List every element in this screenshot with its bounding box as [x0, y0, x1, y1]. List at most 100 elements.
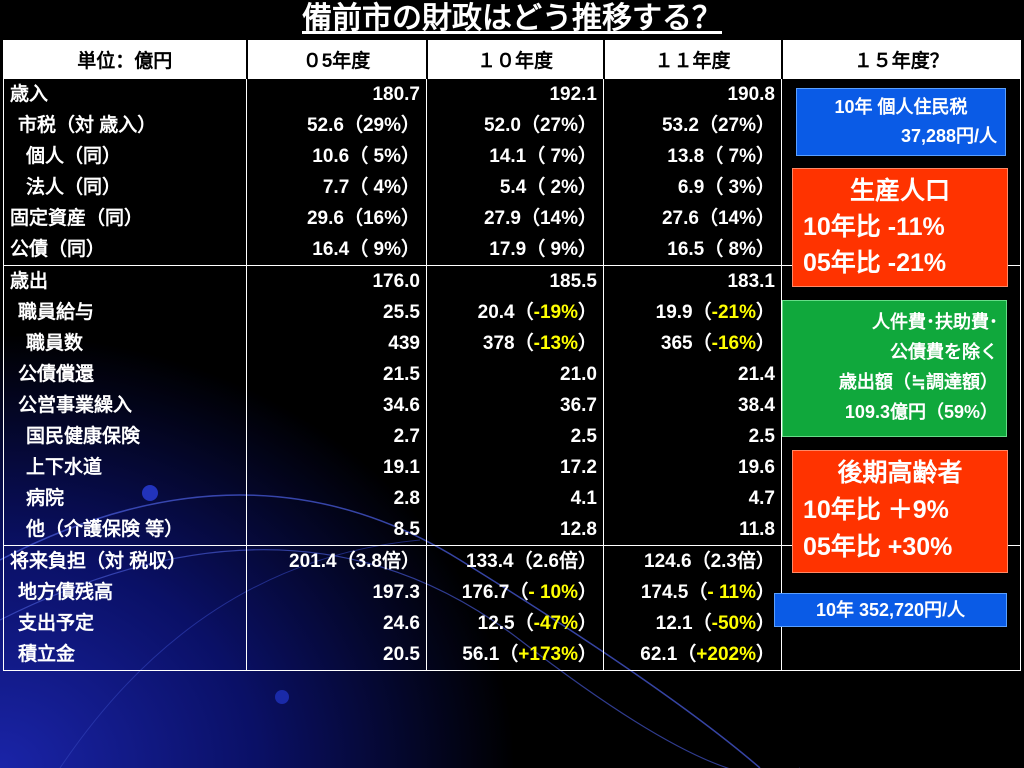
cell-number: 62.1	[640, 644, 678, 665]
cell-value: 38.4	[738, 395, 775, 416]
row-label: 法人（同）	[26, 177, 122, 198]
expenditure-labels: 歳出 職員給与 職員数 公債償還 公営事業繰入 国民健康保険 上下水道 病院 他…	[3, 265, 247, 546]
cell-value: 52.6（29%）	[306, 115, 420, 136]
change-percent: -13%	[533, 333, 578, 354]
cell-value: 180.7	[372, 84, 420, 105]
cell-value: 4.7	[748, 488, 775, 509]
cell-value: 365（-16%）	[660, 333, 775, 354]
cell-value: 439	[388, 333, 420, 354]
cell-value: 190.8	[727, 84, 775, 105]
cell-value: 53.2（27%）	[661, 115, 775, 136]
row-label: 固定資産（同）	[10, 208, 144, 229]
cell-value: 34.6	[383, 395, 420, 416]
cell-value: 17.9（ 9%）	[489, 239, 597, 260]
expenditure-fy10: 185.5 20.4（-19%） 378（-13%） 21.0 36.7 2.5…	[426, 265, 604, 546]
cell-value: 192.1	[549, 84, 597, 105]
cell-number: 174.5	[640, 582, 689, 603]
change-percent: -50%	[711, 613, 756, 634]
cell-value: 20.5	[383, 644, 420, 665]
cell-number: 176.7	[461, 582, 510, 603]
row-label: 歳入	[10, 84, 49, 105]
cell-value: 24.6	[383, 613, 420, 634]
row-label: 公債償還	[18, 364, 95, 385]
callout-line: 人件費･扶助費･	[872, 312, 998, 332]
revenue-fy11: 190.8 53.2（27%） 13.8（ 7%） 6.9（ 3%） 27.6（…	[603, 78, 782, 266]
row-label: 上下水道	[26, 457, 103, 478]
revenue-fy05: 180.7 52.6（29%） 10.6（ 5%） 7.7（ 4%） 29.6（…	[246, 78, 427, 266]
row-label: 将来負担（対 税収）	[10, 551, 187, 572]
callout-expense-excluding: 人件費･扶助費･ 公債費を除く 歳出額（≒調達額） 109.3億円（59%）	[782, 300, 1007, 437]
cell-value: 4.1	[570, 488, 597, 509]
callout-line: 05年比 +30%	[803, 533, 953, 561]
burden-fy10: 133.4（2.6倍） 176.7（- 10%） 12.5（-47%） 56.1…	[426, 545, 604, 671]
header-fy10: １０年度	[425, 40, 605, 79]
header-fy05: ０5年度	[245, 40, 428, 79]
cell-number: 19.9	[655, 302, 693, 323]
callout-burden-per-person: 10年 352,720円/人	[774, 593, 1007, 627]
cell-number: 378	[482, 333, 515, 354]
cell-value: 8.5	[393, 519, 420, 540]
callout-line: 37,288円/人	[900, 126, 997, 146]
cell-number: 12.5	[477, 613, 515, 634]
burden-fy11: 124.6（2.3倍） 174.5（- 11%） 12.1（-50%） 62.1…	[603, 545, 782, 671]
callout-tax-per-person: 10年 個人住民税 37,288円/人	[796, 88, 1006, 156]
row-label: 公営事業繰入	[18, 395, 133, 416]
cell-value: 201.4（3.8倍）	[289, 551, 420, 572]
cell-value: 56.1（+173%）	[462, 644, 597, 665]
cell-value: 2.8	[393, 488, 420, 509]
change-percent: -16%	[711, 333, 756, 354]
change-percent: +202%	[696, 644, 756, 665]
cell-value: 12.5（-47%）	[477, 613, 597, 634]
cell-value: 14.1（ 7%）	[489, 146, 597, 167]
cell-value: 124.6（2.3倍）	[644, 551, 775, 572]
cell-value: 11.8	[739, 519, 775, 540]
cell-value: 20.4（-19%）	[477, 302, 597, 323]
cell-value: 16.5（ 8%）	[667, 239, 775, 260]
cell-value: 25.5	[383, 302, 420, 323]
row-label: 病院	[26, 488, 65, 509]
cell-value: 36.7	[560, 395, 597, 416]
cell-value: 174.5（- 11%）	[640, 582, 775, 603]
change-percent: +173%	[518, 644, 578, 665]
table-header-row: 単位：億円 ０5年度 １０年度 １１年度 １５年度？	[3, 40, 1021, 79]
callout-working-population: 生産人口 10年比 -11% 05年比 -21%	[792, 168, 1008, 287]
cell-number: 20.4	[477, 302, 515, 323]
cell-value: 52.0（27%）	[483, 115, 597, 136]
row-label: 職員給与	[18, 302, 95, 323]
row-label: 他（介護保険 等）	[26, 519, 184, 540]
cell-value: 27.9（14%）	[483, 208, 597, 229]
callout-line: 109.3億円（59%）	[844, 402, 998, 422]
callout-line: 生産人口	[849, 177, 950, 205]
cell-value: 21.4	[738, 364, 775, 385]
header-fy11: １１年度	[602, 40, 783, 79]
row-label: 国民健康保険	[26, 426, 141, 447]
cell-value: 2.5	[570, 426, 597, 447]
header-unit: 単位：億円	[3, 40, 247, 79]
burden-labels: 将来負担（対 税収） 地方債残高 支出予定 積立金	[3, 545, 247, 671]
change-percent: -47%	[533, 613, 578, 634]
cell-value: 21.5	[383, 364, 420, 385]
cell-number: 365	[660, 333, 693, 354]
expenditure-fy05: 176.0 25.5 439 21.5 34.6 2.7 19.1 2.8 8.…	[246, 265, 427, 546]
change-percent: -19%	[533, 302, 578, 323]
cell-value: 2.5	[748, 426, 775, 447]
cell-value: 21.0	[560, 364, 597, 385]
cell-value: 133.4（2.6倍）	[466, 551, 597, 572]
cell-value: 5.4（ 2%）	[499, 177, 597, 198]
row-label: 職員数	[26, 333, 84, 354]
cell-number: 12.1	[655, 613, 693, 634]
cell-value: 378（-13%）	[482, 333, 597, 354]
cell-value: 7.7（ 4%）	[322, 177, 420, 198]
row-label: 支出予定	[18, 613, 95, 634]
callout-line: 10年 個人住民税	[834, 97, 968, 117]
cell-number: 56.1	[462, 644, 500, 665]
change-percent: - 11%	[707, 582, 756, 603]
expenditure-fy11: 183.1 19.9（-21%） 365（-16%） 21.4 38.4 2.5…	[603, 265, 782, 546]
callout-elderly: 後期高齢者 10年比 ＋9% 05年比 +30%	[792, 450, 1008, 573]
cell-value: 10.6（ 5%）	[312, 146, 420, 167]
row-label: 積立金	[18, 644, 76, 665]
cell-value: 19.9（-21%）	[655, 302, 775, 323]
cell-value: 27.6（14%）	[661, 208, 775, 229]
cell-value: 19.1	[383, 457, 420, 478]
revenue-labels: 歳入 市税（対 歳入） 個人（同） 法人（同） 固定資産（同） 公債（同）	[3, 78, 247, 266]
